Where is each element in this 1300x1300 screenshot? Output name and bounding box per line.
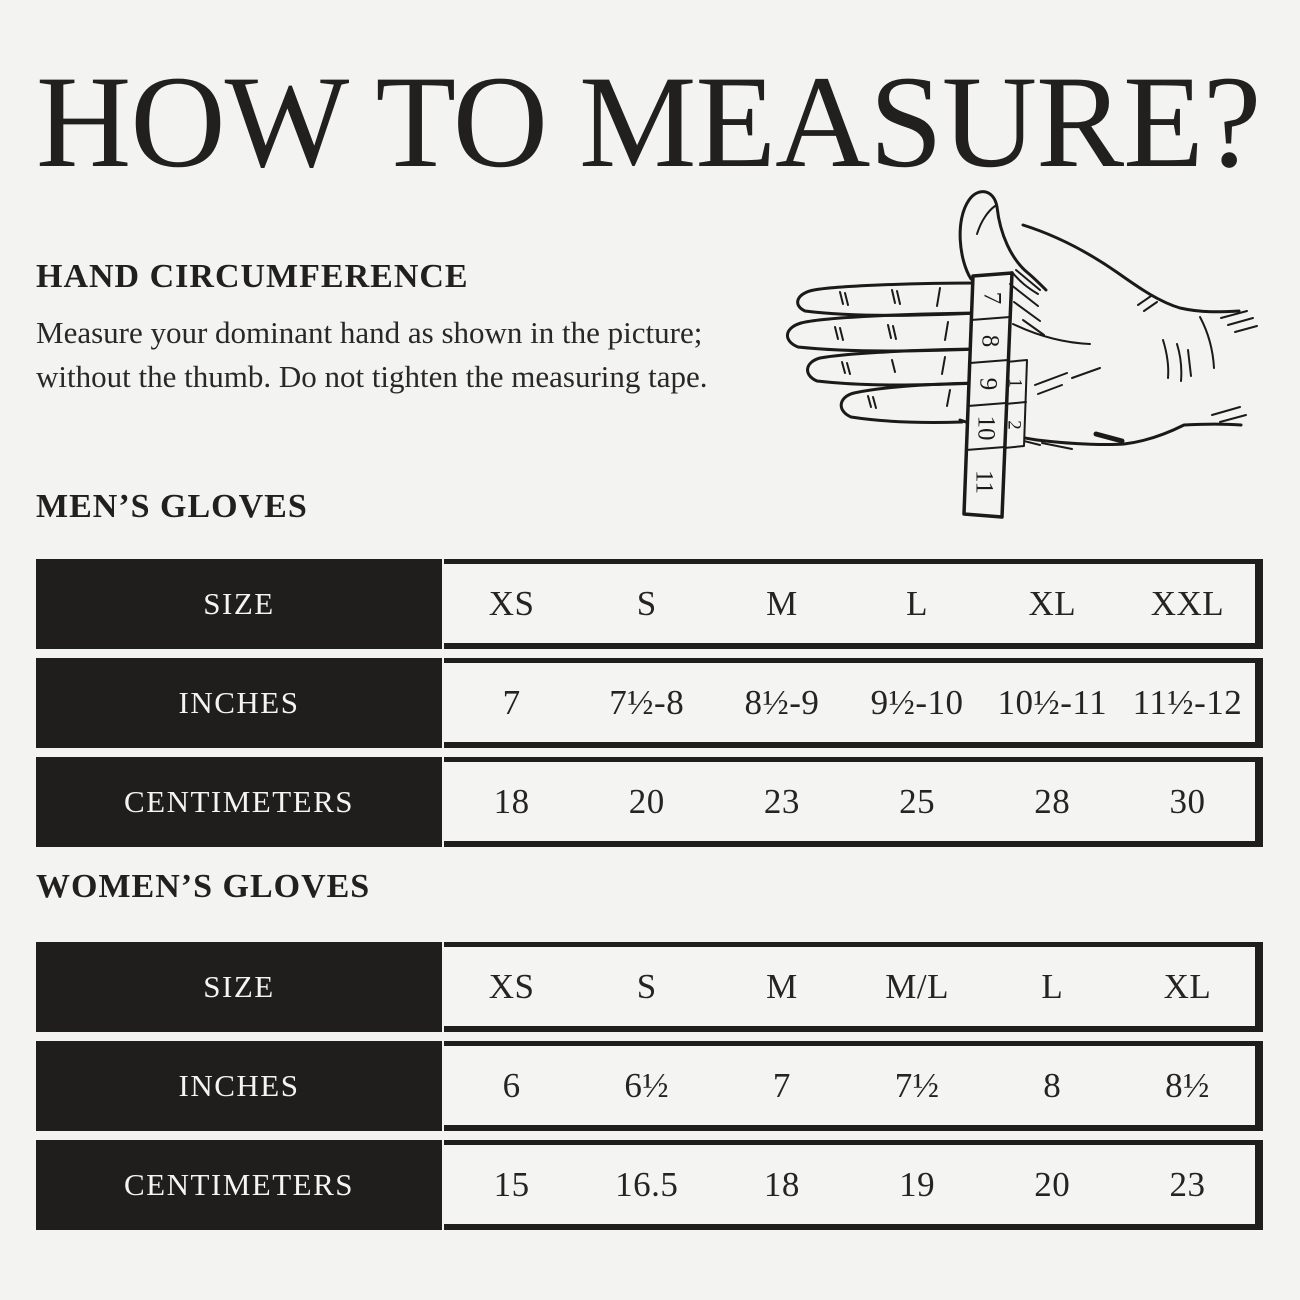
size-values: XS S M M/L L XL: [444, 942, 1263, 1032]
centimeters-value-cell: 19: [899, 1164, 936, 1204]
tape-number: 9: [975, 378, 1002, 391]
size-value-cell: XS: [488, 966, 535, 1006]
row-label-size: SIZE: [36, 942, 442, 1032]
hand-circumference-heading: HAND CIRCUMFERENCE: [36, 258, 469, 295]
size-value-cell: XL: [1163, 966, 1212, 1006]
size-value-cell: XL: [1028, 583, 1077, 623]
size-value-cell: XXL: [1150, 583, 1225, 623]
size-value-cell: M/L: [885, 966, 949, 1006]
centimeters-value-cell: 28: [1034, 781, 1071, 821]
hand-with-measuring-tape-illustration: 1 2 7 8 9 10 11: [786, 190, 1258, 519]
table-row-centimeters: CENTIMETERS 18 20 23 25 28 30: [36, 757, 1263, 847]
table-row-inches: INCHES 6 6½ 7 7½ 8 8½: [36, 1041, 1263, 1131]
tape-number: 10: [973, 416, 1000, 441]
row-label-centimeters: CENTIMETERS: [36, 757, 442, 847]
table-row-inches: INCHES 7 7½-8 8½-9 9½-10 10½-11 11½-12: [36, 658, 1263, 748]
page-title: HOW TO MEASURE?: [36, 48, 1261, 195]
table-row-size: SIZE XS S M L XL XXL: [36, 559, 1263, 649]
inches-value-cell: 7½: [894, 1065, 940, 1105]
centimeters-values: 15 16.5 18 19 20 23: [444, 1140, 1263, 1230]
size-value-cell: M: [766, 966, 798, 1006]
measuring-tape-back-strip: 1 2: [1003, 359, 1028, 449]
inches-value-cell: 8½-9: [744, 682, 820, 722]
centimeters-value-cell: 23: [1169, 1164, 1206, 1204]
inches-value-cell: 6: [502, 1065, 521, 1105]
inches-value-cell: 7: [772, 1065, 791, 1105]
inches-values: 6 6½ 7 7½ 8 8½: [444, 1041, 1263, 1131]
size-value-cell: S: [636, 966, 657, 1006]
mens-size-table: SIZE XS S M L XL XXL INCHES 7 7½-8 8½-9 …: [36, 559, 1263, 856]
size-value-cell: M: [766, 583, 798, 623]
centimeters-value-cell: 20: [1034, 1164, 1071, 1204]
mens-gloves-heading: MEN’S GLOVES: [36, 488, 308, 525]
row-label-inches: INCHES: [36, 1041, 442, 1131]
inches-value-cell: 7½-8: [609, 682, 685, 722]
inches-value-cell: 9½-10: [870, 682, 964, 722]
inches-value-cell: 8½: [1165, 1065, 1210, 1105]
centimeters-values: 18 20 23 25 28 30: [444, 757, 1263, 847]
tape-number: 11: [971, 470, 998, 494]
size-value-cell: S: [636, 583, 657, 623]
centimeters-value-cell: 25: [899, 781, 936, 821]
centimeters-value-cell: 30: [1169, 781, 1206, 821]
inches-values: 7 7½-8 8½-9 9½-10 10½-11 11½-12: [444, 658, 1263, 748]
table-row-centimeters: CENTIMETERS 15 16.5 18 19 20 23: [36, 1140, 1263, 1230]
row-label-size: SIZE: [36, 559, 442, 649]
hand-thumb: [958, 190, 1048, 336]
tape-number: 1: [1005, 378, 1026, 388]
tape-number: 7: [979, 292, 1006, 305]
womens-gloves-heading: WOMEN’S GLOVES: [36, 868, 371, 905]
centimeters-value-cell: 15: [493, 1164, 530, 1204]
size-value-cell: L: [906, 583, 929, 623]
inches-value-cell: 8: [1043, 1065, 1062, 1105]
centimeters-value-cell: 18: [493, 781, 530, 821]
row-label-inches: INCHES: [36, 658, 442, 748]
size-value-cell: L: [1041, 966, 1064, 1006]
centimeters-value-cell: 16.5: [615, 1164, 679, 1204]
centimeters-value-cell: 23: [763, 781, 800, 821]
table-row-size: SIZE XS S M M/L L XL: [36, 942, 1263, 1032]
hand-fingers: [786, 281, 982, 424]
womens-size-table: SIZE XS S M M/L L XL INCHES 6 6½ 7 7½ 8 …: [36, 942, 1263, 1239]
size-values: XS S M L XL XXL: [444, 559, 1263, 649]
tape-number: 2: [1004, 420, 1025, 430]
measuring-instructions-text: Measure your dominant hand as shown in t…: [36, 315, 708, 394]
inches-value-cell: 6½: [624, 1065, 670, 1105]
inches-value-cell: 7: [502, 682, 521, 722]
row-label-centimeters: CENTIMETERS: [36, 1140, 442, 1230]
centimeters-value-cell: 18: [763, 1164, 800, 1204]
tape-number: 8: [977, 335, 1004, 348]
inches-value-cell: 11½-12: [1132, 682, 1243, 722]
inches-value-cell: 10½-11: [997, 682, 1108, 722]
measuring-tape: 7 8 9 10 11: [962, 271, 1014, 519]
centimeters-value-cell: 20: [628, 781, 665, 821]
size-value-cell: XS: [488, 583, 535, 623]
